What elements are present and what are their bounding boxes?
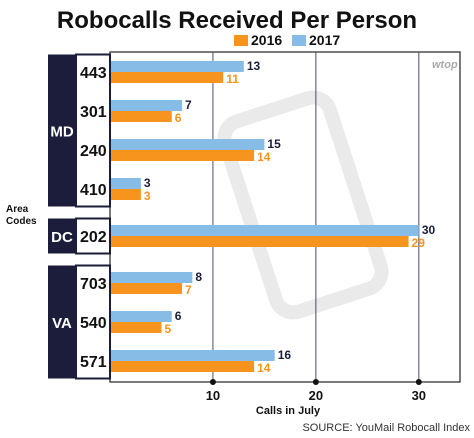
state-label-DC: DC	[51, 229, 73, 246]
bar-2017-540	[110, 311, 172, 322]
area-codes-label: Area Codes	[6, 204, 37, 227]
code-frame-DC	[75, 217, 111, 255]
value-2017-571: 16	[278, 348, 292, 362]
legend: 2016 2017	[234, 32, 340, 48]
tick-dot-10	[209, 379, 216, 385]
bar-2017-410	[110, 178, 141, 189]
bar-2017-202	[110, 225, 419, 236]
gridlines	[212, 52, 420, 382]
state-block-MD	[48, 54, 76, 207]
category-label-301: 301	[80, 104, 107, 121]
category-label-410: 410	[80, 182, 107, 199]
bars	[110, 61, 419, 372]
bar-2017-443	[110, 61, 244, 72]
value-2016-540: 5	[164, 322, 171, 336]
state-label-MD: MD	[50, 124, 73, 141]
value-2017-240: 15	[267, 137, 281, 151]
bar-2016-443	[110, 72, 224, 83]
state-block-VA	[48, 265, 76, 379]
value-2016-443: 11	[226, 72, 239, 86]
legend-swatch-2017	[292, 35, 306, 46]
bar-2017-301	[110, 100, 183, 111]
state-block-DC	[48, 218, 76, 254]
tick-dot-30	[415, 379, 422, 385]
value-2017-301: 7	[185, 98, 192, 112]
category-label-202: 202	[80, 229, 107, 246]
category-label-540: 540	[80, 315, 107, 332]
source-note: SOURCE: YouMail Robocall Index	[302, 422, 470, 434]
x-axis-ticks: 10 20 30	[206, 379, 426, 403]
value-2017-703: 8	[195, 270, 202, 284]
state-label-VA: VA	[52, 315, 72, 332]
bar-2017-571	[110, 350, 275, 361]
value-2016-202: 29	[412, 236, 426, 250]
code-frame-MD	[75, 53, 111, 208]
legend-swatch-2016	[234, 35, 248, 46]
value-2016-240: 14	[257, 150, 271, 164]
tick-dot-20	[312, 379, 319, 385]
value-2016-571: 14	[257, 361, 271, 375]
value-2016-703: 7	[185, 283, 192, 297]
chart-title: Robocalls Received Per Person	[57, 7, 417, 34]
bar-2016-301	[110, 111, 172, 122]
state-blocks: MD DC VA	[48, 53, 111, 380]
phone-watermark	[217, 90, 389, 320]
value-2017-410: 3	[144, 176, 151, 190]
wtop-watermark: wtop	[432, 59, 458, 71]
value-2016-301: 6	[175, 111, 182, 125]
bar-2016-202	[110, 236, 409, 247]
tick-label-10: 10	[206, 388, 220, 403]
bar-2016-540	[110, 322, 162, 333]
tick-label-20: 20	[309, 388, 323, 403]
value-2016-410: 3	[144, 189, 151, 203]
bar-2017-703	[110, 272, 193, 283]
bar-2016-240	[110, 150, 255, 161]
bar-2016-410	[110, 189, 141, 200]
value-2017-202: 30	[422, 223, 436, 237]
tick-label-30: 30	[412, 388, 426, 403]
category-label-443: 443	[80, 65, 107, 82]
bar-2017-240	[110, 139, 265, 150]
category-label-240: 240	[80, 143, 107, 160]
legend-label-2016: 2016	[251, 32, 282, 48]
value-2017-443: 13	[247, 59, 261, 73]
value-2017-540: 6	[175, 309, 182, 323]
legend-label-2017: 2017	[309, 32, 340, 48]
bar-2016-703	[110, 283, 183, 294]
x-axis-label: Calls in July	[256, 405, 321, 417]
code-frame-VA	[75, 264, 111, 380]
bar-2016-571	[110, 361, 255, 372]
category-label-571: 571	[80, 354, 107, 371]
category-labels: 443 301 240 410 202 703 540 571	[80, 65, 107, 371]
category-label-703: 703	[80, 276, 107, 293]
